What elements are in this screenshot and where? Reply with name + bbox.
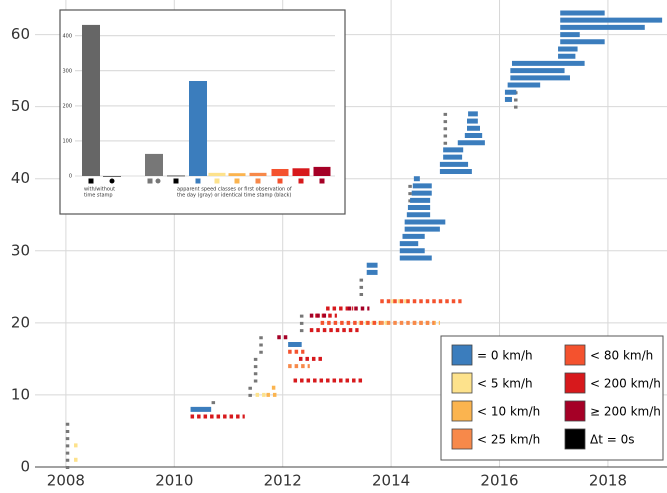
legend-swatch [564, 400, 586, 422]
y-tick-label: 20 [11, 313, 30, 331]
inset-bar [228, 173, 246, 176]
legend: = 0 km/h < 5 km/h < 10 km/h < 25 km/h < 80 k… [440, 335, 664, 461]
inset-marker [195, 178, 201, 184]
inset-marker [234, 178, 240, 184]
legend-swatch [564, 372, 586, 394]
inset-bar [167, 175, 185, 177]
inset-group-label: the day (gray) or identical time stamp (… [177, 193, 291, 199]
inset-marker [277, 178, 283, 184]
inset-y-tick-label: 300 [62, 68, 72, 74]
legend-swatch [451, 400, 473, 422]
x-tick-label: 2014 [372, 472, 410, 490]
x-tick-label: 2008 [47, 472, 85, 490]
legend-label: Δt = 0s [590, 433, 634, 447]
x-tick-label: 2010 [155, 472, 193, 490]
legend-swatch [451, 344, 473, 366]
inset-bar [145, 153, 163, 176]
x-tick-label: 2016 [480, 472, 518, 490]
y-tick-label: 30 [11, 241, 30, 259]
inset-bar [292, 168, 310, 176]
y-tick-label: 40 [11, 169, 30, 187]
legend-label: < 80 km/h [590, 349, 653, 363]
legend-label: ≥ 200 km/h [590, 405, 661, 419]
legend-swatch [564, 344, 586, 366]
legend-label: < 25 km/h [477, 433, 540, 447]
inset-y-tick-label: 200 [62, 103, 72, 109]
inset-marker [155, 178, 161, 184]
legend-swatch [451, 428, 473, 450]
y-tick-label: 0 [20, 458, 30, 476]
inset-marker [319, 178, 325, 184]
y-tick-label: 50 [11, 97, 30, 115]
inset-bar [189, 80, 207, 176]
inset-y-tick-label: 400 [62, 33, 72, 39]
legend-swatch [451, 372, 473, 394]
inset-marker [109, 178, 115, 184]
legend-label: < 5 km/h [477, 377, 533, 391]
inset-y-tick-label: 0 [69, 174, 72, 180]
inset-bar [271, 168, 289, 176]
y-tick-label: 10 [11, 385, 30, 403]
inset-marker [255, 178, 261, 184]
inset-bar [82, 24, 100, 176]
legend-swatch [564, 428, 586, 450]
y-tick-label: 60 [11, 25, 30, 43]
inset-marker [298, 178, 304, 184]
x-tick-label: 2012 [264, 472, 302, 490]
x-tick-label: 2018 [589, 472, 627, 490]
inset-bar [103, 176, 121, 177]
inset-group-label: with/without [84, 187, 115, 193]
legend-label: = 0 km/h [477, 349, 533, 363]
legend-label: < 200 km/h [590, 377, 661, 391]
inset-marker [147, 178, 153, 184]
legend-box [440, 335, 664, 461]
inset-bar [313, 166, 331, 176]
inset-marker [88, 178, 94, 184]
inset-y-tick-label: 100 [62, 138, 72, 144]
inset-marker [214, 178, 220, 184]
inset-bar [208, 172, 226, 176]
legend-label: < 10 km/h [477, 405, 540, 419]
inset-marker [173, 178, 179, 184]
inset-group-label: apparent speed classes or first observat… [177, 187, 292, 193]
inset-bar [249, 172, 267, 176]
inset-group-label: time stamp [84, 193, 113, 199]
